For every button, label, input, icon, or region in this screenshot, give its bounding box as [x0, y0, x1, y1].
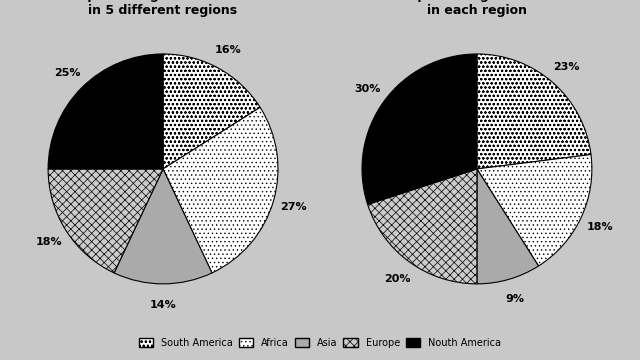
Text: 25%: 25%	[54, 68, 81, 78]
Text: 9%: 9%	[506, 294, 524, 304]
Wedge shape	[477, 54, 591, 169]
Title: The percentage of world fores
in 5 different regions: The percentage of world fores in 5 diffe…	[57, 0, 269, 17]
Wedge shape	[362, 54, 477, 204]
Text: 18%: 18%	[586, 222, 613, 232]
Wedge shape	[477, 154, 592, 266]
Wedge shape	[367, 169, 477, 284]
Wedge shape	[163, 107, 278, 273]
Wedge shape	[48, 54, 163, 169]
Text: 18%: 18%	[35, 237, 62, 247]
Text: 16%: 16%	[215, 45, 242, 55]
Wedge shape	[163, 54, 260, 169]
Text: 20%: 20%	[384, 274, 410, 284]
Wedge shape	[477, 169, 538, 284]
Text: 14%: 14%	[150, 300, 177, 310]
Legend: South America, Africa, Asia, Europe, Nouth America: South America, Africa, Asia, Europe, Nou…	[135, 334, 505, 351]
Title: The percentage of timber
in each region: The percentage of timber in each region	[387, 0, 567, 17]
Text: 23%: 23%	[554, 62, 580, 72]
Wedge shape	[48, 169, 163, 273]
Wedge shape	[114, 169, 212, 284]
Text: 27%: 27%	[280, 202, 307, 212]
Text: 30%: 30%	[354, 84, 380, 94]
